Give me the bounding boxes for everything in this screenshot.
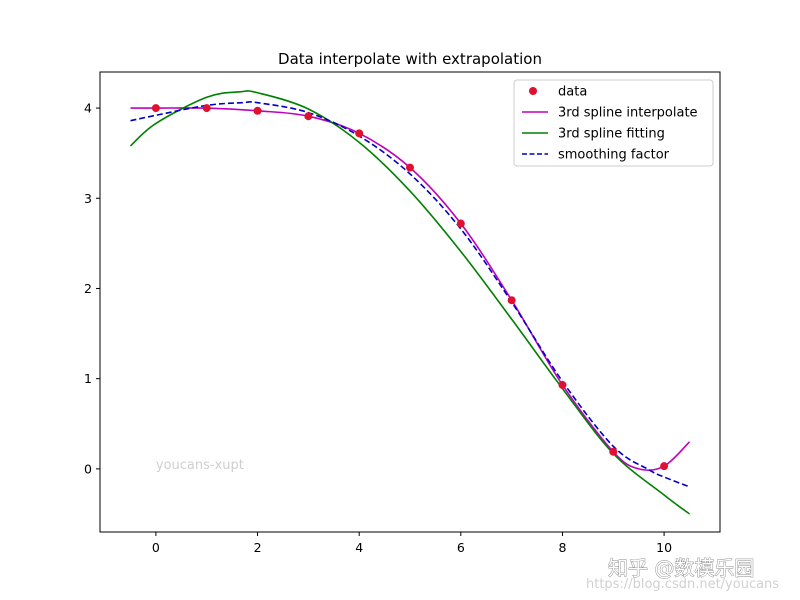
series-3rd-spline-interpolate-line — [130, 107, 691, 472]
chart-title: Data interpolate with extrapolation — [278, 50, 542, 68]
legend-label-smoothing-factor: smoothing factor — [558, 148, 670, 163]
x-tick-label: 6 — [457, 540, 465, 555]
data-point — [406, 163, 414, 172]
annotation-text: youcans-xupt — [156, 458, 244, 473]
watermark-main-text: 知乎 @数模乐园 — [608, 556, 754, 580]
y-axis: 0 1 2 3 4 — [84, 101, 100, 476]
y-tick-label: 2 — [84, 281, 92, 296]
data-point — [507, 296, 516, 305]
legend: data 3rd spline interpolate 3rd spline fit… — [513, 79, 714, 167]
y-tick-label: 3 — [84, 191, 92, 206]
data-point — [151, 104, 160, 113]
watermark: 知乎 @数模乐园 https://blog.csdn.net/youcans — [586, 556, 779, 592]
x-tick-label: 2 — [254, 540, 262, 555]
data-point — [304, 112, 313, 121]
watermark-url-text: https://blog.csdn.net/youcans — [586, 577, 779, 592]
data-point — [609, 447, 618, 456]
legend-label-data: data — [558, 85, 587, 100]
series-3rd-spline-fitting-line — [129, 90, 690, 515]
x-axis: 0 2 4 6 8 10 — [152, 532, 672, 555]
y-tick-label: 0 — [84, 461, 92, 476]
legend-box — [513, 79, 714, 167]
series-layer — [129, 90, 691, 515]
x-tick-label: 10 — [656, 540, 672, 555]
legend-label-3rd-spline-fitting: 3rd spline fitting — [558, 127, 665, 142]
x-tick-label: 8 — [558, 540, 566, 555]
y-tick-label: 1 — [84, 371, 92, 386]
x-tick-label: 0 — [152, 540, 160, 555]
data-point — [253, 106, 262, 115]
data-point — [202, 104, 211, 113]
data-point — [660, 462, 669, 471]
series-smoothing-factor-line — [130, 101, 690, 488]
legend-marker-data — [529, 87, 537, 95]
data-point — [558, 380, 567, 389]
data-point — [456, 219, 465, 228]
x-tick-label: 4 — [355, 540, 363, 555]
legend-label-3rd-spline-interpolate: 3rd spline interpolate — [558, 106, 698, 121]
y-tick-label: 4 — [84, 101, 92, 116]
data-point — [355, 129, 364, 138]
